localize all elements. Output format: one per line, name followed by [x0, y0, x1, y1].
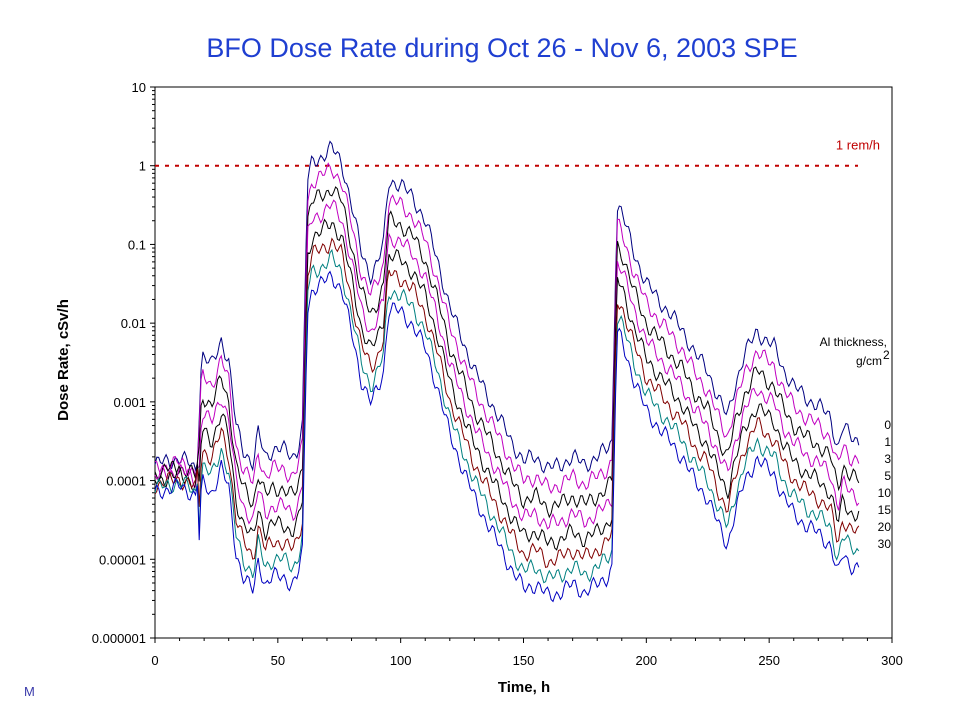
y-tick-label: 0.000001 — [92, 631, 146, 646]
series-line-3 — [154, 186, 860, 519]
series-line-5 — [154, 199, 860, 530]
corner-footer-text: M — [24, 684, 35, 699]
y-tick-label: 10 — [132, 80, 146, 95]
legend-entry-5: 5 — [884, 469, 891, 483]
y-tick-label: 0.01 — [121, 316, 146, 331]
legend-entry-10: 10 — [878, 486, 892, 500]
series-line-1 — [154, 162, 860, 495]
series-line-30 — [154, 270, 860, 603]
y-tick-label: 0.0001 — [106, 474, 146, 489]
y-tick-label: 1 — [139, 159, 146, 174]
y-tick-label: 0.00001 — [99, 552, 146, 567]
x-tick-label: 250 — [758, 653, 780, 668]
legend-title-superscript: 2 — [883, 348, 890, 362]
plot-area-frame — [154, 86, 893, 639]
chart-title: BFO Dose Rate during Oct 26 - Nov 6, 200… — [206, 33, 797, 63]
legend-entry-3: 3 — [884, 452, 891, 466]
series-line-20 — [154, 248, 860, 584]
legend-title-line2: g/cm — [856, 354, 882, 368]
legend-title-line1: Al thickness, — [820, 335, 887, 349]
series-line-0 — [154, 140, 860, 474]
series-line-15 — [154, 237, 860, 569]
x-tick-label: 150 — [513, 653, 535, 668]
x-axis-label: Time, h — [498, 679, 550, 696]
legend-entry-15: 15 — [878, 503, 892, 517]
x-tick-label: 0 — [151, 653, 158, 668]
legend-entry-0: 0 — [884, 418, 891, 432]
legend-entry-20: 20 — [878, 520, 892, 534]
x-tick-label: 50 — [271, 653, 285, 668]
y-axis-label: Dose Rate, cSv/h — [55, 299, 72, 421]
y-tick-label: 0.001 — [113, 395, 146, 410]
x-tick-label: 200 — [635, 653, 657, 668]
reference-line-label: 1 rem/h — [836, 138, 880, 153]
legend-entry-1: 1 — [884, 435, 891, 449]
y-tick-label: 0.1 — [128, 237, 146, 252]
series-line-10 — [154, 218, 860, 551]
x-tick-label: 300 — [881, 653, 903, 668]
x-tick-label: 100 — [390, 653, 412, 668]
legend-entry-30: 30 — [878, 537, 892, 551]
